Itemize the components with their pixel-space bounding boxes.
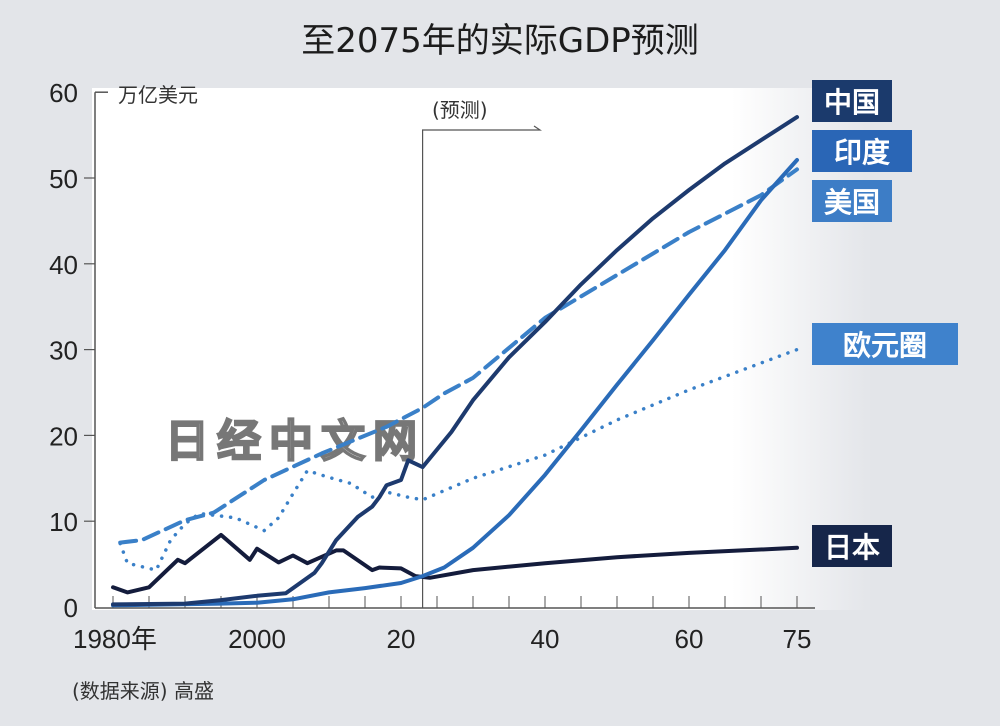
axes: 0 10 20 30 40 50 60 1980年 2000 20 40 60 75 [49,78,815,654]
y-tick-label: 20 [49,421,78,451]
x-tick-label: 75 [783,624,812,654]
legend-label: 美国 [824,186,880,219]
series-line-3 [118,347,799,572]
series-line-2 [118,167,799,545]
legend-label-box [812,80,892,122]
series-line-0 [111,115,799,607]
legend-label-box [812,525,892,567]
y-tick-label: 10 [49,507,78,537]
legend-label: 中国 [824,86,880,119]
y-tick-label: 30 [49,336,78,366]
watermark: 日经中文网 [165,416,425,467]
series-line-1 [111,158,799,608]
x-tick-label: 2000 [228,624,286,654]
y-tick-label: 40 [49,250,78,280]
x-tick-label: 60 [675,624,704,654]
legend-label: 日本 [824,531,880,564]
x-tick-label: 40 [531,624,560,654]
x-tick-label: 1980年 [73,624,157,654]
y-tick-label: 0 [64,593,78,623]
chart-title: 至2075年的实际GDP预测 [301,21,699,61]
legend-label: 印度 [834,136,890,169]
legend-label: 欧元圈 [843,329,927,362]
y-tick-label: 60 [49,78,78,108]
plot-area [92,88,872,610]
series-lines [111,115,799,608]
series-line-4 [111,532,799,595]
x-tick-label: 20 [387,624,416,654]
legend-label-box [812,180,892,222]
y-tick-label: 50 [49,164,78,194]
legend-label-box [812,323,958,365]
y-axis-unit-label: 万亿美元 [118,83,198,107]
forecast-divider [422,125,542,608]
forecast-label: (预测) [432,98,488,122]
source-note: (数据来源) 高盛 [72,679,214,703]
legend-label-box [812,130,912,172]
